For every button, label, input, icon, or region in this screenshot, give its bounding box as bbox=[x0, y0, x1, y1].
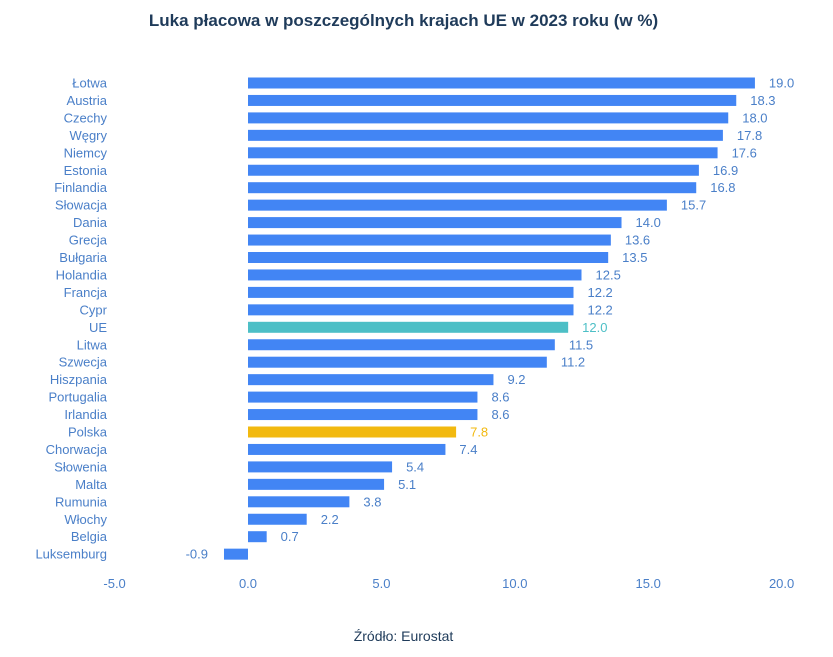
x-tick-label: 10.0 bbox=[502, 576, 527, 591]
category-label-portugalia: Portugalia bbox=[48, 390, 107, 405]
bar-wegry bbox=[248, 129, 723, 141]
category-label-rumunia: Rumunia bbox=[55, 494, 108, 509]
value-label-estonia: 16.9 bbox=[713, 163, 738, 178]
category-label-wegry: Węgry bbox=[69, 128, 107, 143]
value-labels: 19.0 18.3 18.0 17.8 17.6 16.9 16.8 15.7 14.0 13.6… bbox=[186, 76, 795, 562]
bar-slowacja bbox=[248, 199, 667, 211]
bar-hiszpania bbox=[248, 374, 494, 386]
chart-title: Luka płacowa w poszczególnych krajach UE… bbox=[148, 11, 659, 30]
value-label-bulgaria: 13.5 bbox=[622, 250, 647, 265]
category-label-litwa: Litwa bbox=[77, 337, 108, 352]
value-label-irlandia: 8.6 bbox=[491, 407, 509, 422]
bar-chorwacja bbox=[248, 443, 446, 455]
bar-ue bbox=[248, 321, 569, 333]
x-tick-label: 20.0 bbox=[769, 576, 794, 591]
category-label-irlandia: Irlandia bbox=[64, 407, 107, 422]
category-label-cypr: Cypr bbox=[80, 302, 108, 317]
category-label-slowenia: Słowenia bbox=[54, 459, 108, 474]
category-label-malta: Malta bbox=[75, 477, 108, 492]
bar-portugalia bbox=[248, 391, 478, 403]
category-label-finlandia: Finlandia bbox=[54, 180, 108, 195]
value-label-malta: 5.1 bbox=[398, 477, 416, 492]
value-label-lotwa: 19.0 bbox=[769, 76, 794, 91]
x-tick-label: 5.0 bbox=[372, 576, 390, 591]
category-label-belgia: Belgia bbox=[71, 529, 108, 544]
bar-slowenia bbox=[248, 461, 393, 473]
category-label-grecja: Grecja bbox=[69, 233, 108, 248]
value-label-rumunia: 3.8 bbox=[363, 494, 381, 509]
category-label-hiszpania: Hiszpania bbox=[50, 372, 108, 387]
bar-francja bbox=[248, 286, 574, 298]
bar-grecja bbox=[248, 234, 611, 246]
value-label-luksemburg: -0.9 bbox=[186, 547, 208, 562]
value-label-czechy: 18.0 bbox=[742, 110, 767, 125]
value-label-chorwacja: 7.4 bbox=[459, 442, 477, 457]
value-label-szwecja: 11.2 bbox=[561, 355, 585, 370]
x-axis-ticks: -5.0 0.0 5.0 10.0 15.0 20.0 bbox=[103, 576, 794, 591]
category-label-chorwacja: Chorwacja bbox=[46, 442, 108, 457]
value-label-wlochy: 2.2 bbox=[321, 512, 339, 527]
value-label-grecja: 13.6 bbox=[625, 233, 650, 248]
bar-malta bbox=[248, 478, 385, 490]
value-label-cypr: 12.2 bbox=[587, 302, 612, 317]
category-label-wlochy: Włochy bbox=[64, 512, 107, 527]
value-label-ue: 12.0 bbox=[582, 320, 607, 335]
bar-irlandia bbox=[248, 409, 478, 421]
category-label-francja: Francja bbox=[64, 285, 108, 300]
category-label-ue: UE bbox=[89, 320, 107, 335]
value-label-slowacja: 15.7 bbox=[681, 198, 706, 213]
value-label-austria: 18.3 bbox=[750, 93, 775, 108]
bar-austria bbox=[248, 94, 737, 106]
bar-cypr bbox=[248, 304, 574, 316]
bar-bulgaria bbox=[248, 252, 609, 263]
value-label-finlandia: 16.8 bbox=[710, 180, 735, 195]
bar-niemcy bbox=[248, 147, 718, 159]
bar-luksemburg bbox=[223, 548, 248, 560]
value-label-slowenia: 5.4 bbox=[406, 459, 424, 474]
value-label-francja: 12.2 bbox=[587, 285, 612, 300]
value-label-hiszpania: 9.2 bbox=[507, 372, 525, 387]
value-label-litwa: 11.5 bbox=[569, 337, 593, 352]
value-label-holandia: 12.5 bbox=[596, 267, 621, 282]
category-label-estonia: Estonia bbox=[64, 163, 108, 178]
bar-estonia bbox=[248, 164, 699, 176]
category-label-holandia: Holandia bbox=[56, 267, 108, 282]
value-label-wegry: 17.8 bbox=[737, 128, 762, 143]
category-label-polska: Polska bbox=[68, 425, 108, 440]
bar-belgia bbox=[248, 531, 267, 543]
category-label-bulgaria: Bułgaria bbox=[59, 250, 107, 265]
bar-litwa bbox=[248, 339, 555, 351]
x-tick-label: -5.0 bbox=[103, 576, 125, 591]
bars-group bbox=[223, 77, 755, 560]
bar-rumunia bbox=[248, 496, 350, 508]
category-label-czechy: Czechy bbox=[64, 110, 108, 125]
category-label-austria: Austria bbox=[67, 93, 108, 108]
bar-holandia bbox=[248, 269, 582, 281]
bar-finlandia bbox=[248, 182, 697, 194]
bar-polska bbox=[248, 426, 457, 438]
bar-lotwa bbox=[248, 77, 755, 89]
category-label-niemcy: Niemcy bbox=[64, 145, 108, 160]
category-label-slowacja: Słowacja bbox=[55, 198, 108, 213]
category-labels: Łotwa Austria Czechy Węgry Niemcy Estonia Finl… bbox=[35, 76, 107, 562]
bar-wlochy bbox=[248, 513, 307, 525]
category-label-lotwa: Łotwa bbox=[72, 76, 107, 91]
source-note: Źródło: Eurostat bbox=[353, 628, 454, 644]
category-label-dania: Dania bbox=[73, 215, 108, 230]
bar-dania bbox=[248, 217, 622, 229]
category-label-luksemburg: Luksemburg bbox=[35, 547, 107, 562]
value-label-belgia: 0.7 bbox=[281, 529, 299, 544]
x-tick-label: 15.0 bbox=[636, 576, 661, 591]
value-label-polska: 7.8 bbox=[470, 425, 488, 440]
value-label-niemcy: 17.6 bbox=[732, 145, 757, 160]
value-label-dania: 14.0 bbox=[636, 215, 661, 230]
bar-czechy bbox=[248, 112, 729, 124]
value-label-portugalia: 8.6 bbox=[491, 390, 509, 405]
x-tick-label: 0.0 bbox=[239, 576, 257, 591]
category-label-szwecja: Szwecja bbox=[59, 355, 108, 370]
bar-szwecja bbox=[248, 356, 547, 368]
